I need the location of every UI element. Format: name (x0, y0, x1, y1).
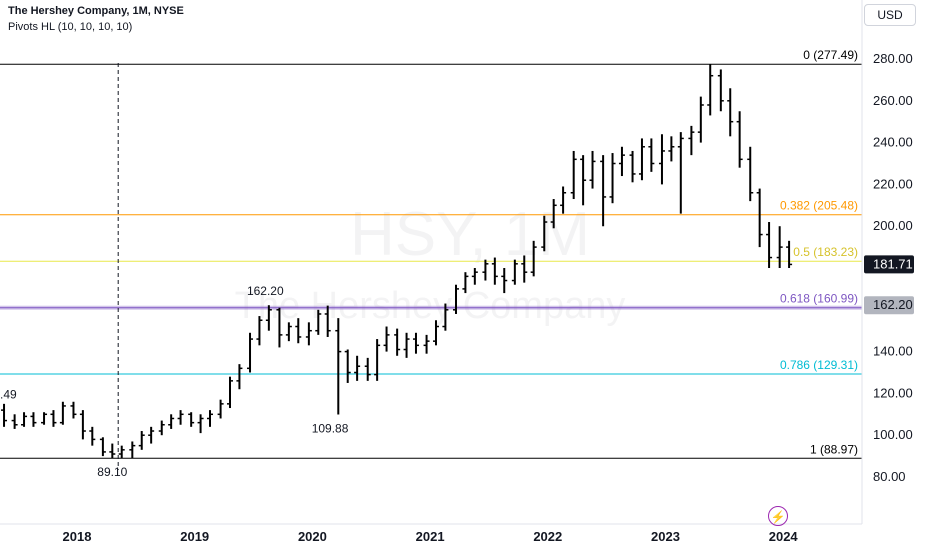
x-tick-label: 2024 (769, 529, 799, 544)
price-tag-label-1: 162.20 (873, 297, 913, 312)
y-tick-label: 80.00 (873, 469, 906, 484)
chart-title: The Hershey Company, 1M, NYSE (8, 5, 184, 17)
x-tick-label: 2022 (533, 529, 562, 544)
fib-label-2: 0.5 (183.23) (793, 245, 858, 259)
y-tick-label: 200.00 (873, 218, 913, 233)
fib-label-0: 0 (277.49) (803, 48, 858, 62)
fib-label-4: 0.786 (129.31) (780, 358, 858, 372)
price-tag-0 (864, 255, 914, 274)
currency-button[interactable]: USD (864, 4, 916, 26)
price-tag-1 (864, 296, 914, 315)
y-tick-label: 240.00 (873, 135, 913, 150)
x-tick-label: 2023 (651, 529, 680, 544)
fib-label-5: 1 (88.97) (810, 442, 858, 456)
fib-label-3: 0.618 (160.99) (780, 292, 858, 306)
indicator-label[interactable]: Pivots HL (10, 10, 10, 10) (8, 21, 133, 33)
lightning-icon[interactable]: ⚡ (768, 506, 788, 526)
y-tick-label: 120.00 (873, 385, 913, 400)
x-tick-label: 2021 (416, 529, 445, 544)
price-tag-label-0: 181.71 (873, 256, 913, 271)
watermark-symbol: HSY, 1M (350, 200, 590, 269)
x-tick-label: 2018 (63, 529, 92, 544)
pivot-label-1: 109.88 (312, 422, 349, 436)
fib-label-1: 0.382 (205.48) (780, 199, 858, 213)
y-tick-label: 260.00 (873, 93, 913, 108)
watermark-name: The Hershey Company (235, 285, 626, 327)
pivot-label-3: .49 (0, 388, 17, 402)
x-tick-label: 2019 (180, 529, 209, 544)
pivot-label-2: 89.10 (97, 465, 127, 479)
fib-band-3 (0, 305, 862, 310)
y-tick-label: 220.00 (873, 176, 913, 191)
y-tick-label: 100.00 (873, 427, 913, 442)
y-tick-label: 280.00 (873, 51, 913, 66)
pivot-label-0: 162.20 (247, 284, 284, 298)
y-tick-label: 140.00 (873, 344, 913, 359)
x-tick-label: 2020 (298, 529, 327, 544)
